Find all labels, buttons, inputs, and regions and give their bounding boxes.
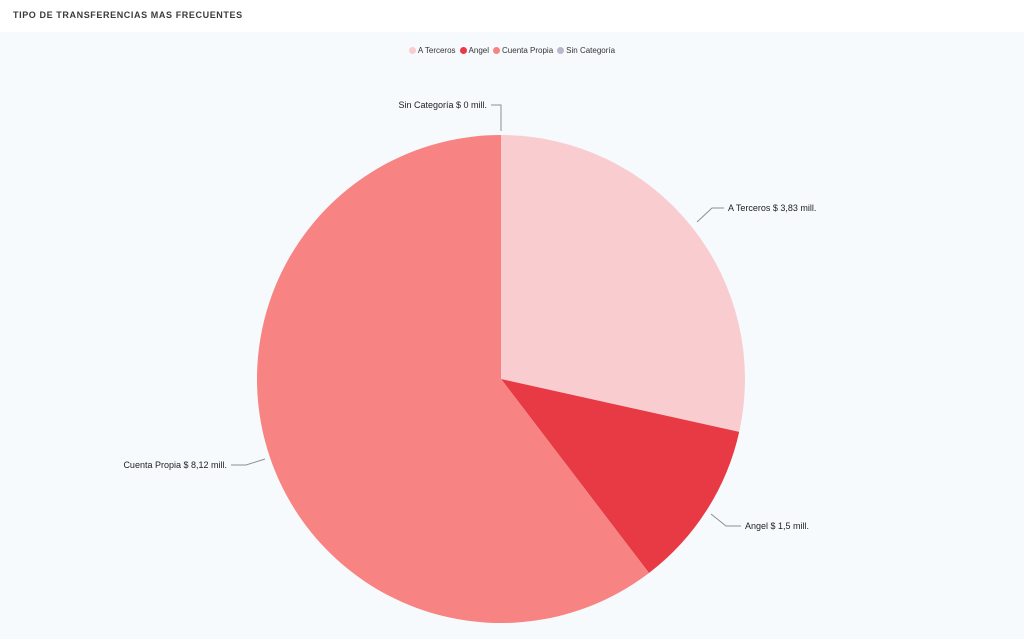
chart-legend: A Terceros Angel Cuenta Propia Sin Categorí… xyxy=(0,46,1024,55)
legend-label: Sin Categoría xyxy=(566,46,616,55)
visual-header: TIPO DE TRANSFERENCIAS MAS FRECUENTES xyxy=(0,0,1024,32)
legend-item[interactable]: Cuenta Propia xyxy=(493,46,553,55)
data-label: Cuenta Propia $ 8,12 mill. xyxy=(123,460,227,470)
legend-swatch xyxy=(557,47,565,54)
leader-line xyxy=(231,458,266,466)
data-label: A Terceros $ 3,83 mill. xyxy=(728,203,816,213)
pie-slice[interactable] xyxy=(256,135,649,623)
leader-line xyxy=(710,513,741,527)
legend-label: Cuenta Propia xyxy=(502,46,554,55)
leader-line xyxy=(696,207,724,223)
chart-title: TIPO DE TRANSFERENCIAS MAS FRECUENTES xyxy=(13,10,243,20)
legend-item[interactable]: Sin Categoría xyxy=(557,46,615,55)
legend-swatch xyxy=(493,47,501,54)
legend-swatch xyxy=(408,47,416,54)
legend-label: Angel xyxy=(468,46,490,55)
pie-slice[interactable] xyxy=(501,379,740,573)
legend-swatch xyxy=(459,47,467,54)
pie-slice[interactable] xyxy=(501,135,745,432)
data-label: Angel $ 1,5 mill. xyxy=(745,521,809,531)
leader-line xyxy=(491,104,502,131)
legend-item[interactable]: A Terceros xyxy=(408,46,456,55)
data-label: Sin Categoría $ 0 mill. xyxy=(398,100,487,110)
legend-item[interactable]: Angel xyxy=(459,46,490,55)
legend-label: A Terceros xyxy=(417,46,456,55)
